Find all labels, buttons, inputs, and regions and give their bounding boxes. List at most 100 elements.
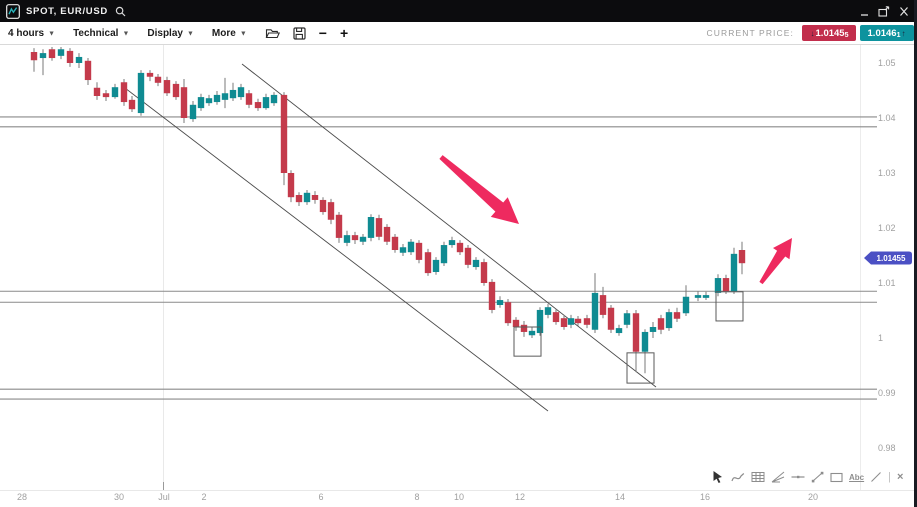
- dropdown-label: Display: [147, 27, 183, 39]
- trendline[interactable]: [241, 63, 657, 388]
- candle-body: [673, 312, 681, 319]
- tool-curve[interactable]: [731, 471, 745, 484]
- candle-body: [343, 235, 351, 243]
- candle-body: [93, 87, 101, 96]
- candle-body: [48, 49, 56, 59]
- candle-body: [102, 93, 110, 98]
- candle-body: [146, 72, 154, 77]
- tool-trendline[interactable]: [811, 471, 824, 483]
- date-axis-label: 14: [615, 492, 625, 502]
- delete-icon: ×: [896, 471, 904, 483]
- search-button[interactable]: [115, 6, 126, 17]
- save-chart-button[interactable]: [293, 26, 306, 40]
- current-price-value: 1.01455: [877, 254, 906, 263]
- date-axis-label: 20: [808, 492, 818, 502]
- candle-body: [319, 199, 327, 213]
- annotation-arrow[interactable]: [759, 238, 792, 285]
- tool-text[interactable]: Abc: [849, 473, 864, 482]
- candle-body: [280, 94, 288, 173]
- candle-body: [574, 318, 582, 324]
- zoom-out-button[interactable]: −: [319, 26, 327, 40]
- candle-body: [682, 296, 690, 314]
- date-axis-label: 8: [414, 492, 419, 502]
- angle-icon: [771, 471, 785, 483]
- annotation-rectangle[interactable]: [626, 352, 655, 384]
- title-bar: SPOT, EUR/USD: [0, 0, 917, 22]
- candle-body: [351, 235, 359, 241]
- dropdown-display[interactable]: Display ▼: [147, 28, 194, 39]
- candle-body: [722, 278, 730, 292]
- candle-body: [163, 80, 171, 94]
- tool-pointer[interactable]: [712, 470, 725, 484]
- candle-body: [615, 328, 623, 334]
- candle-body: [270, 94, 278, 104]
- candle-body: [295, 195, 303, 203]
- date-axis-label: Jul: [158, 492, 170, 502]
- tool-rectangle[interactable]: [830, 472, 843, 483]
- tool-horizontal-line[interactable]: [791, 472, 805, 482]
- candle-body: [488, 281, 496, 310]
- down-arrow-icon: ↓: [810, 28, 815, 38]
- toolbar-separator: |: [888, 471, 891, 483]
- candle-body: [221, 93, 229, 100]
- buy-price-value: 1.0146: [867, 27, 897, 39]
- candle-body: [335, 214, 343, 238]
- up-arrow-icon: ↑: [901, 28, 906, 38]
- candle-body: [665, 312, 673, 329]
- date-axis-label: 30: [114, 492, 124, 502]
- date-axis-label: 16: [700, 492, 710, 502]
- annotation-arrow[interactable]: [439, 155, 519, 224]
- price-axis-label: 1.03: [878, 168, 896, 178]
- close-button[interactable]: [899, 6, 909, 17]
- dropdown-4-hours[interactable]: 4 hours ▼: [8, 28, 55, 39]
- candle-body: [432, 259, 440, 272]
- pointer-icon: [713, 471, 722, 483]
- candle-body: [714, 278, 722, 293]
- candle-body: [504, 302, 512, 324]
- candle-body: [111, 87, 119, 98]
- trendline-icon: [811, 471, 824, 483]
- search-icon: [115, 6, 126, 16]
- date-axis-label: 2: [201, 492, 206, 502]
- price-axis-label: 1.05: [878, 58, 896, 68]
- price-axis-label: 1.02: [878, 223, 896, 233]
- trendline[interactable]: [124, 87, 549, 412]
- candle-body: [213, 94, 221, 103]
- candle-body: [245, 93, 253, 105]
- dropdown-more[interactable]: More ▼: [212, 28, 247, 39]
- candle-body: [229, 89, 237, 99]
- candle-body: [391, 236, 399, 250]
- candle-body: [287, 173, 295, 198]
- dropdown-technical[interactable]: Technical ▼: [73, 28, 129, 39]
- minimize-button[interactable]: [860, 6, 869, 17]
- candle-body: [567, 318, 575, 325]
- sell-price-button[interactable]: ↓ 1.0145 5: [802, 25, 856, 41]
- candle-body: [641, 331, 649, 352]
- candle-body: [694, 295, 702, 298]
- candle-body: [359, 236, 367, 242]
- tool-angle[interactable]: [771, 471, 785, 483]
- restore-button[interactable]: [878, 5, 890, 17]
- price-axis-label: 1: [878, 333, 883, 343]
- candle-body: [440, 245, 448, 264]
- candle-body: [415, 242, 423, 260]
- candle-body: [730, 253, 738, 292]
- chevron-down-icon: ▼: [239, 30, 247, 37]
- candle-body: [496, 300, 504, 305]
- annotation-rectangle[interactable]: [513, 326, 542, 357]
- open-chart-button[interactable]: [265, 27, 280, 40]
- tool-ray[interactable]: [870, 471, 882, 483]
- zoom-in-button[interactable]: +: [340, 26, 348, 40]
- tool-delete[interactable]: ×: [897, 471, 903, 483]
- tool-grid[interactable]: [751, 471, 765, 483]
- annotation-rectangle[interactable]: [715, 291, 744, 322]
- dropdown-label: Technical: [73, 27, 119, 39]
- candle-body: [649, 327, 657, 332]
- text-tool-icon: Abc: [849, 472, 865, 482]
- candle-body: [623, 313, 631, 325]
- ray-icon: [871, 472, 882, 482]
- buy-price-button[interactable]: 1.0146 1 ↑: [860, 25, 914, 41]
- candle-body: [632, 313, 640, 352]
